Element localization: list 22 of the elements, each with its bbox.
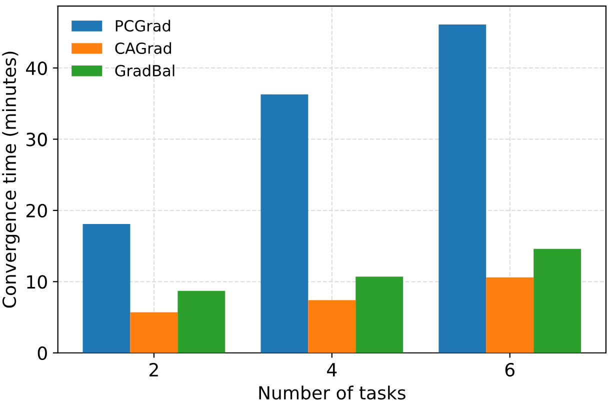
y-tick-label: 10 xyxy=(27,275,47,289)
y-tick-label: 20 xyxy=(26,204,47,218)
y-tick-label: 30 xyxy=(26,132,47,146)
y-axis-title: Convergence time (minutes) xyxy=(2,52,20,308)
bar xyxy=(308,300,356,353)
y-tick-label: 40 xyxy=(26,61,47,76)
x-axis-title: Number of tasks xyxy=(259,386,406,400)
bar xyxy=(438,24,486,353)
bar xyxy=(130,312,178,353)
bar xyxy=(356,276,404,353)
x-tick-label: 2 xyxy=(150,362,158,376)
bar xyxy=(534,248,582,353)
legend-label: GradBal xyxy=(115,64,174,76)
y-tick-label: 0 xyxy=(38,346,47,360)
bar xyxy=(178,290,226,353)
x-tick-label: 6 xyxy=(505,362,514,377)
bar xyxy=(486,277,534,353)
bar xyxy=(82,224,130,353)
bar xyxy=(260,94,308,353)
legend-label: CAGrad xyxy=(115,42,172,54)
legend-label: PCGrad xyxy=(116,20,170,32)
x-tick-label: 4 xyxy=(327,363,337,376)
